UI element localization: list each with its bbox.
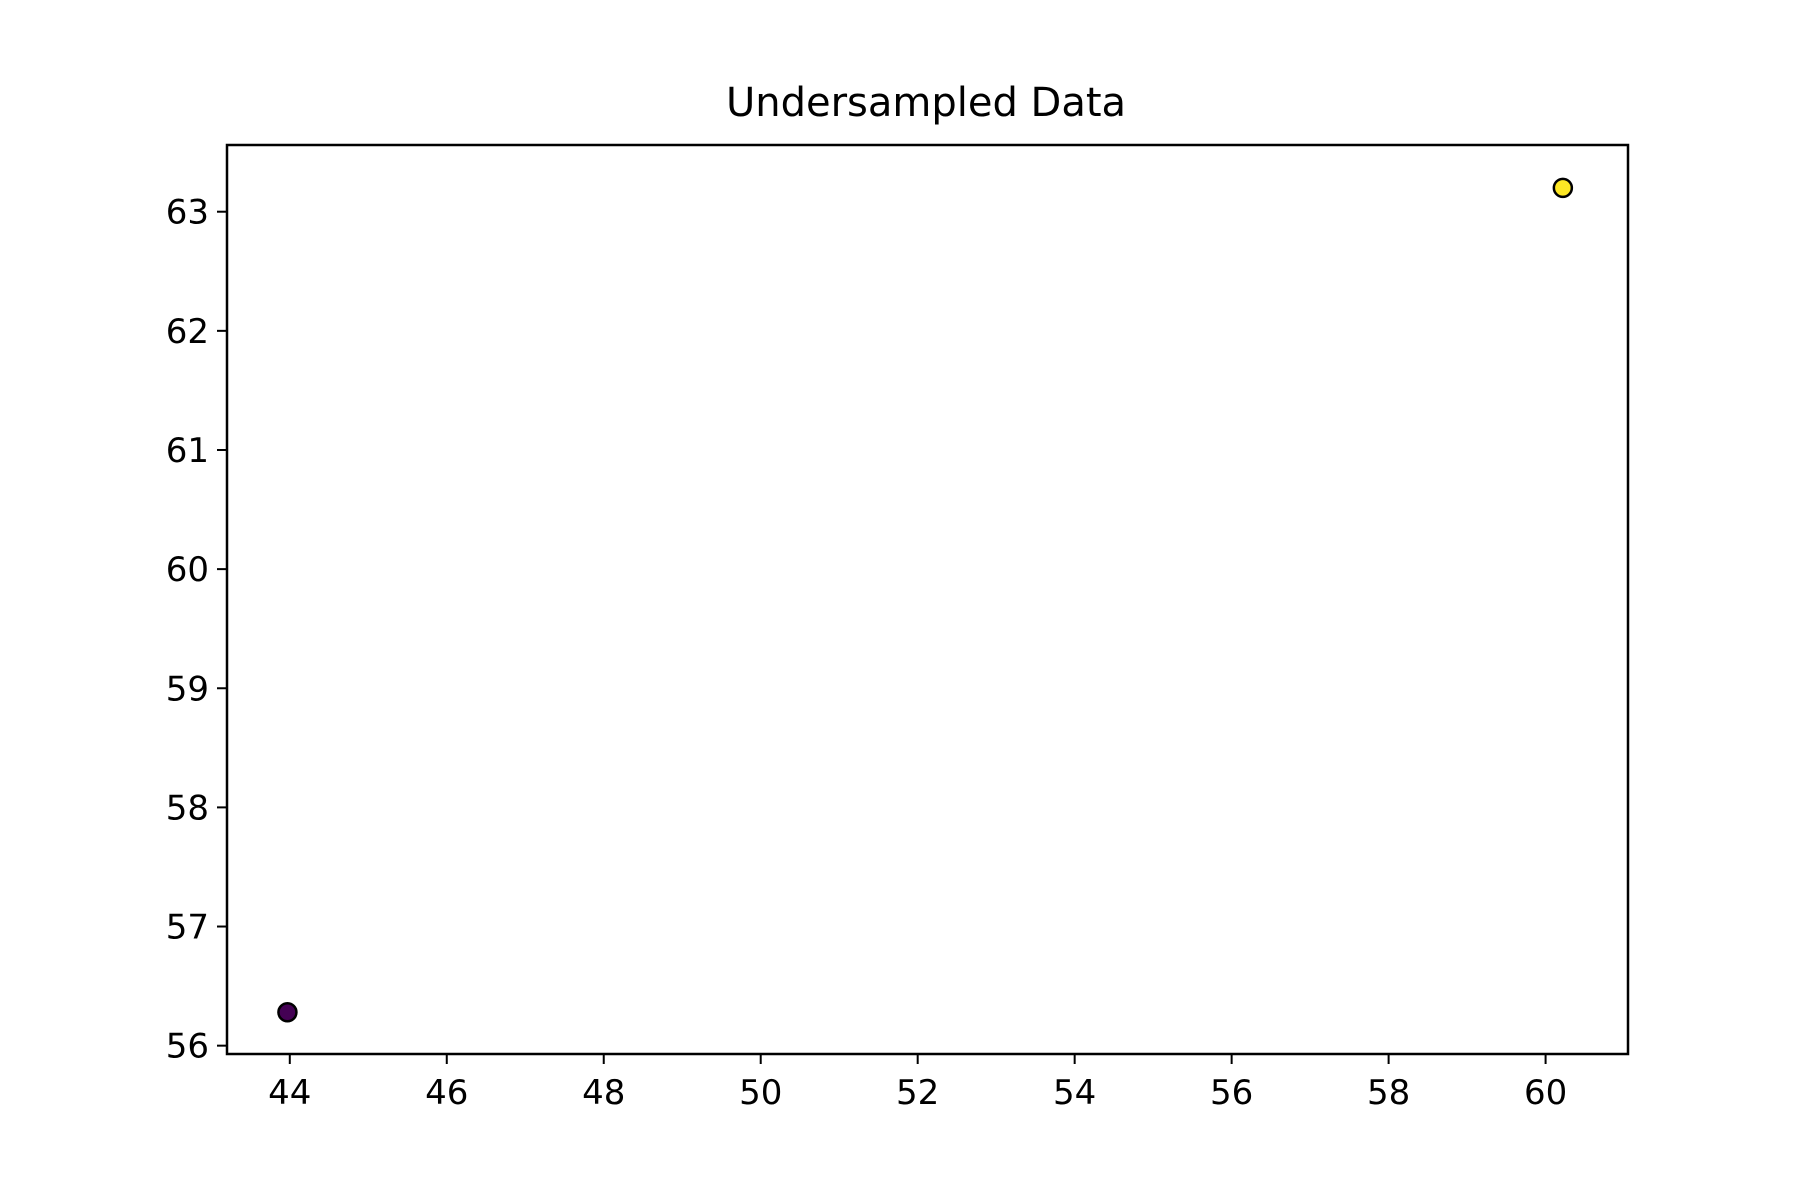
y-tick-label: 62 (166, 312, 209, 352)
x-axis: 44 46 48 50 52 54 56 58 60 (268, 1054, 1567, 1113)
y-tick-label: 61 (166, 431, 209, 471)
y-tick-label: 63 (166, 193, 209, 233)
data-point (1552, 177, 1574, 199)
x-tick-label: 52 (896, 1073, 939, 1113)
x-tick-label: 48 (582, 1073, 625, 1113)
x-tick-label: 44 (268, 1073, 311, 1113)
data-points (277, 177, 1574, 1023)
x-tick-label: 56 (1210, 1073, 1253, 1113)
chart-title: Undersampled Data (726, 80, 1126, 126)
y-tick-label: 59 (166, 669, 209, 709)
x-tick-label: 50 (739, 1073, 782, 1113)
y-tick-label: 58 (166, 788, 209, 828)
x-tick-label: 54 (1053, 1073, 1096, 1113)
y-axis: 56 57 58 59 60 61 62 63 (166, 193, 227, 1067)
x-tick-label: 60 (1524, 1073, 1567, 1113)
y-tick-label: 60 (166, 550, 209, 590)
plot-area (225, 143, 1630, 1056)
data-point (277, 1002, 298, 1023)
y-tick-label: 56 (166, 1027, 209, 1067)
x-tick-label: 58 (1367, 1073, 1410, 1113)
y-tick-label: 57 (166, 908, 209, 948)
x-tick-label: 46 (425, 1073, 468, 1113)
